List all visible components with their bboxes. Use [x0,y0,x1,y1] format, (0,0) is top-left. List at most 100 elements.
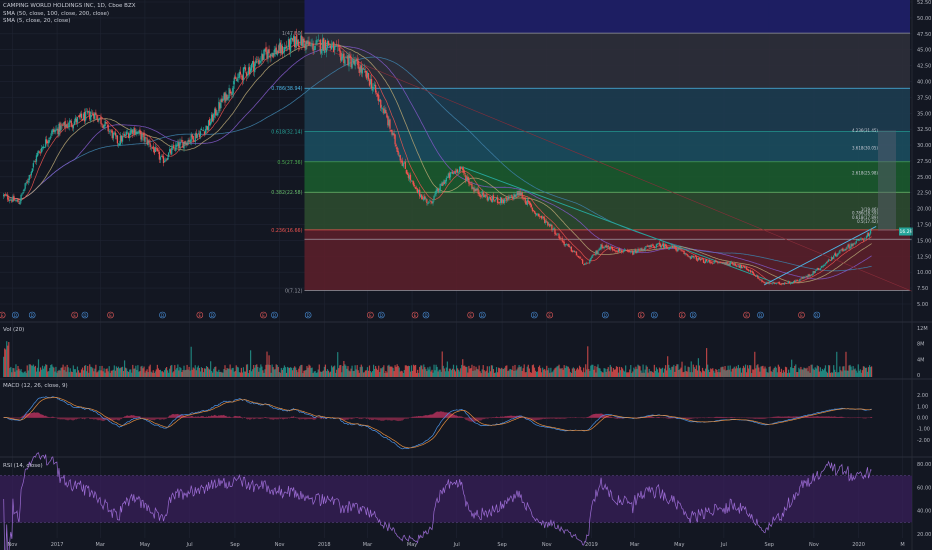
candle-body [822,265,825,267]
macd-legend[interactable]: MACD (12, 26, close, 9) [3,383,68,389]
candle-body [368,79,371,86]
macd-histogram-bar [90,417,92,420]
macd-histogram-bar [546,417,548,419]
candle-body [143,132,145,141]
macd-histogram-bar [480,417,482,421]
macd-histogram-bar [137,416,139,418]
candle-body [169,149,171,152]
candle-body [249,68,252,73]
candle-body [206,126,209,130]
candle-body [410,180,413,182]
volume-bar [745,372,748,377]
candle-body [812,271,814,275]
candle-body [274,48,276,52]
candle-body [703,262,706,264]
candle-body [413,185,416,187]
volume-bar [593,369,595,377]
candle-body [135,133,137,135]
candle-body [470,184,472,185]
volume-bar [6,341,8,377]
candle-body [227,97,229,100]
candle-body [113,132,115,134]
volume-bar [603,368,605,377]
volume-bar [30,365,32,377]
sma-long-legend[interactable]: SMA (50, close, 100, close, 200, close) [3,10,110,17]
macd-histogram-bar [278,417,280,419]
time-axis-label: Sep [765,542,774,548]
macd-histogram-bar [69,417,71,420]
macd-histogram-bar [233,416,235,418]
macd-histogram-bar [767,417,769,419]
volume-bar [799,369,801,377]
volume-bar [147,372,149,377]
macd-histogram-bar [486,417,488,419]
macd-histogram-bar [321,417,323,419]
volume-bar [280,367,282,377]
candle-body [279,42,281,54]
candle-body [323,41,326,53]
macd-histogram-bar [85,417,87,419]
rsi-legend[interactable]: RSI (14, close) [3,463,43,469]
macd-histogram-bar [748,417,750,419]
macd-histogram-bar [375,417,377,420]
candle-body [604,245,606,248]
candle-body [402,163,404,167]
volume-bar [502,368,504,377]
volume-bar [15,364,17,377]
macd-histogram-bar [284,417,287,419]
candle-body [314,45,316,51]
candle-body [448,173,451,179]
volume-bar [721,366,723,377]
macd-histogram-bar [485,417,487,419]
volume-bar [536,371,539,377]
volume-legend[interactable]: Vol (20) [3,327,25,333]
volume-bar [582,372,584,377]
candle-body [797,280,799,282]
candle-body [198,133,201,138]
volume-bar [450,370,453,377]
macd-histogram-bar [358,417,360,419]
event-marker-label: D [424,313,427,318]
macd-histogram-bar [437,411,439,418]
sma-short-legend[interactable]: SMA (5, close, 20, close) [3,18,71,24]
candle-body [815,270,817,271]
candle-body [322,38,325,51]
candle-body [851,244,853,246]
volume-bar [404,365,406,377]
candle-body [461,166,463,168]
candle-body [751,271,753,273]
macd-histogram-bar [719,416,721,418]
macd-histogram-bar [388,417,390,420]
macd-histogram-bar [740,417,743,419]
macd-histogram-bar [391,417,393,421]
macd-histogram-bar [383,417,385,421]
macd-histogram-bar [268,417,270,419]
macd-histogram-bar [536,417,539,420]
macd-histogram-bar [234,415,236,418]
volume-bar [210,361,212,377]
macd-histogram-bar [374,417,376,420]
candle-body [301,35,303,46]
macd-histogram-bar [703,417,706,419]
symbol-title[interactable]: CAMPING WORLD HOLDINGS INC, 1D, Cboe BZX [3,3,136,9]
macd-histogram-bar [156,417,158,420]
macd-histogram-bar [349,417,351,419]
candle-body [577,255,580,258]
macd-histogram-bar [537,417,540,420]
volume-bar [10,366,12,377]
volume-bar [458,369,460,377]
volume-bar [533,367,536,377]
fib-band [304,192,910,230]
volume-bar [857,364,859,377]
candle-body [231,92,233,96]
volume-bar [181,372,183,377]
candle-body [348,54,350,67]
candle-body [709,259,711,263]
macd-histogram-bar [864,417,867,419]
time-axis-label: 2019 [585,542,598,548]
candle-body [771,283,773,285]
macd-histogram-bar [474,417,476,422]
macd-histogram-bar [215,415,217,418]
macd-histogram-bar [133,415,135,418]
